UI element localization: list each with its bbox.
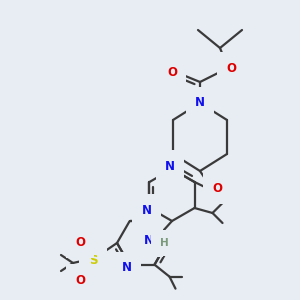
Text: H: H bbox=[160, 238, 168, 248]
Text: O: O bbox=[75, 274, 85, 286]
Text: N: N bbox=[142, 203, 152, 217]
Text: O: O bbox=[167, 67, 177, 80]
Text: O: O bbox=[212, 182, 222, 194]
Text: O: O bbox=[226, 61, 236, 74]
Text: N: N bbox=[122, 261, 131, 274]
Text: N: N bbox=[165, 160, 175, 172]
Text: N: N bbox=[195, 97, 205, 110]
Text: S: S bbox=[89, 254, 97, 266]
Text: O: O bbox=[75, 236, 85, 248]
Text: N: N bbox=[144, 235, 154, 248]
